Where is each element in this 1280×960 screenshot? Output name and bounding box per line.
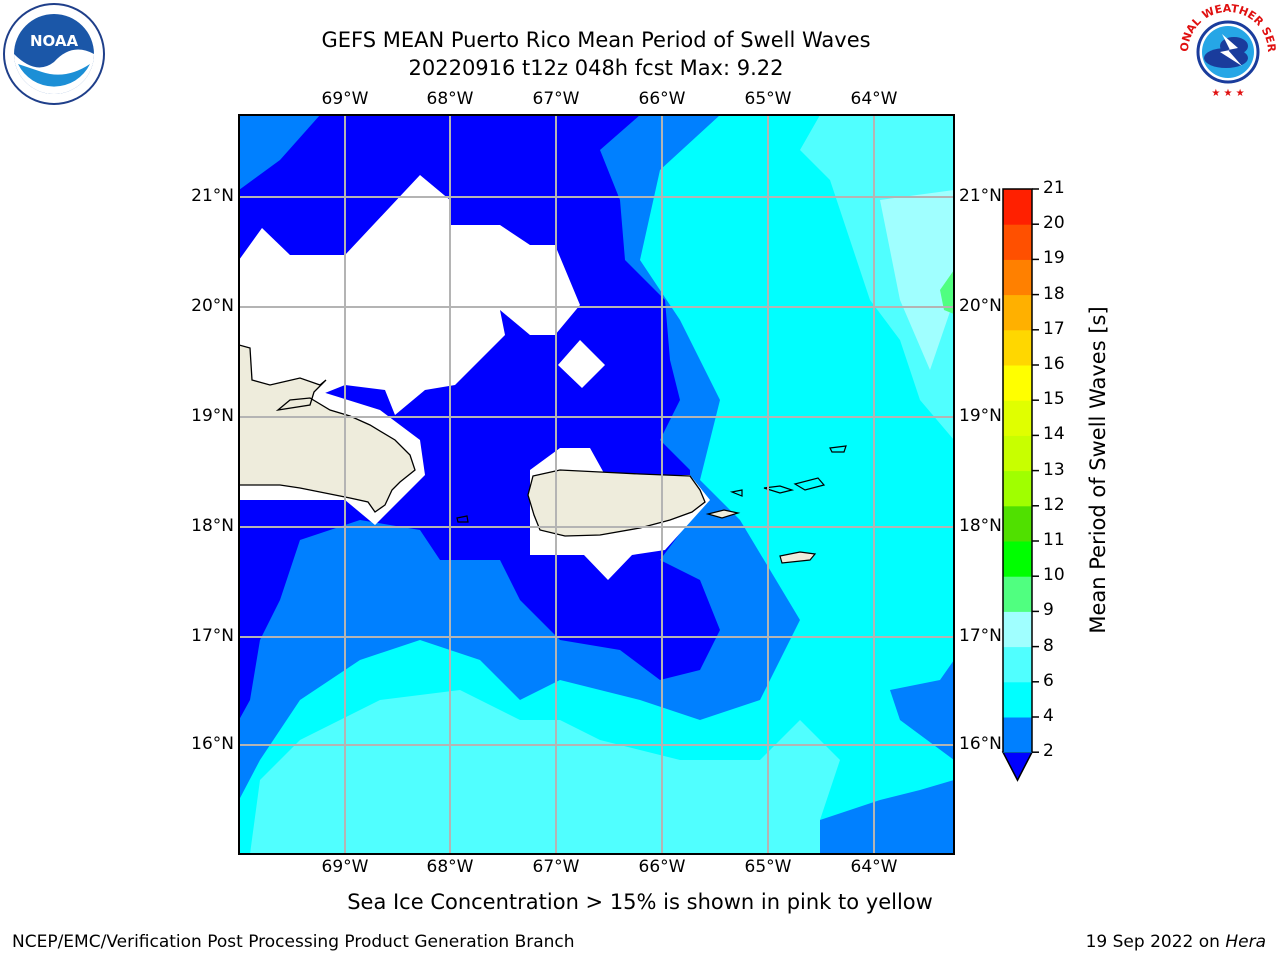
colorbar-tick-label: 21 [1043, 178, 1065, 198]
map-subtitle: 20220916 t12z 048h fcst Max: 9.22 [408, 56, 784, 80]
lat-tick-right: 21°N [959, 186, 1002, 206]
lat-tick-right: 16°N [959, 734, 1002, 754]
colorbar-tick-label: 9 [1043, 600, 1054, 621]
lon-tick-top: 64°W [850, 89, 898, 109]
colorbar-bin [1003, 224, 1032, 260]
colorbar-bin [1003, 329, 1032, 366]
colorbar-bin [1003, 294, 1032, 331]
colorbar-tick-label: 11 [1043, 530, 1065, 550]
colorbar-tick-label: 20 [1043, 213, 1065, 234]
colorbar-bin [1003, 681, 1032, 718]
colorbar-tick-label: 8 [1043, 635, 1054, 656]
sea-ice-caption: Sea Ice Concentration > 15% is shown in … [347, 890, 933, 914]
lon-tick-bottom: 68°W [426, 857, 474, 877]
lat-tick-left: 19°N [191, 406, 234, 426]
colorbar-tick-label: 2 [1043, 741, 1054, 762]
colorbar-bin [1003, 646, 1032, 683]
hispaniola-land [239, 344, 416, 513]
lat-tick-right: 19°N [959, 406, 1002, 426]
colorbar-bin [1003, 365, 1032, 401]
colorbar-tick-label: 17 [1043, 318, 1065, 339]
lat-tick-left: 21°N [191, 186, 234, 206]
colorbar-bin [1003, 400, 1032, 436]
lat-tick-left: 20°N [191, 296, 234, 316]
colorbar-bin [1003, 189, 1032, 225]
graticule [239, 115, 954, 854]
colorbar-bin [1003, 611, 1032, 648]
lat-tick-left: 17°N [191, 626, 234, 646]
colorbar-tick-label: 4 [1043, 706, 1054, 726]
colorbar-bin [1003, 576, 1032, 612]
noaa-logo: NOAA [3, 3, 105, 105]
lat-tick-right: 18°N [959, 516, 1002, 536]
lon-tick-top: 65°W [744, 89, 792, 109]
svg-text:★ ★ ★: ★ ★ ★ [1211, 88, 1244, 99]
lat-tick-left: 16°N [191, 734, 234, 754]
colorbar-tick-label: 15 [1043, 389, 1065, 410]
lon-tick-bottom: 64°W [850, 857, 898, 877]
colorbar-tick-label: 13 [1043, 459, 1065, 480]
lat-tick-right: 17°N [959, 626, 1002, 646]
colorbar-bin [1003, 435, 1032, 472]
colorbar-tick-label: 6 [1043, 670, 1054, 691]
lat-tick-right: 20°N [959, 296, 1002, 316]
lon-tick-bottom: 66°W [638, 857, 686, 877]
colorbar-tick-label: 19 [1043, 248, 1065, 269]
footer-date: 19 Sep 2022 on Hera [1086, 932, 1266, 952]
colorbar-tick-label: 14 [1043, 424, 1065, 445]
colorbar-tick-label: 12 [1043, 494, 1065, 515]
colorbar-title: Mean Period of Swell Waves [s] [1086, 306, 1110, 634]
colorbar-bin [1003, 470, 1032, 507]
colorbar-tick-label: 16 [1043, 354, 1065, 374]
lon-tick-bottom: 65°W [744, 857, 792, 877]
colorbar-bin [1003, 541, 1032, 577]
lon-tick-bottom: 67°W [532, 857, 580, 877]
lat-tick-left: 18°N [191, 516, 234, 536]
footer-date-text: 19 Sep 2022 on [1085, 932, 1220, 952]
lon-tick-top: 67°W [532, 89, 580, 109]
lon-tick-top: 68°W [426, 89, 474, 109]
colorbar-tick-label: 18 [1043, 283, 1065, 304]
colorbar-tick-label: 10 [1043, 565, 1065, 586]
footer-host: Hera [1225, 932, 1266, 952]
nws-logo: NATIONAL WEATHER SERVICE ★ ★ ★ [1176, 0, 1278, 102]
map-frame [238, 114, 955, 855]
colorbar-bin [1003, 717, 1032, 753]
colorbar-bin [1003, 259, 1032, 296]
lon-tick-top: 66°W [638, 89, 686, 109]
colorbar-bin [1003, 505, 1032, 542]
noaa-logo-text: NOAA [30, 32, 79, 50]
footer-credit: NCEP/EMC/Verification Post Processing Pr… [12, 932, 575, 952]
puerto-rico-land [527, 469, 706, 537]
lon-tick-bottom: 69°W [321, 857, 369, 877]
colorbar-extend-arrow [1001, 751, 1034, 782]
map-title: GEFS MEAN Puerto Rico Mean Period of Swe… [321, 28, 871, 52]
lon-tick-top: 69°W [321, 89, 369, 109]
